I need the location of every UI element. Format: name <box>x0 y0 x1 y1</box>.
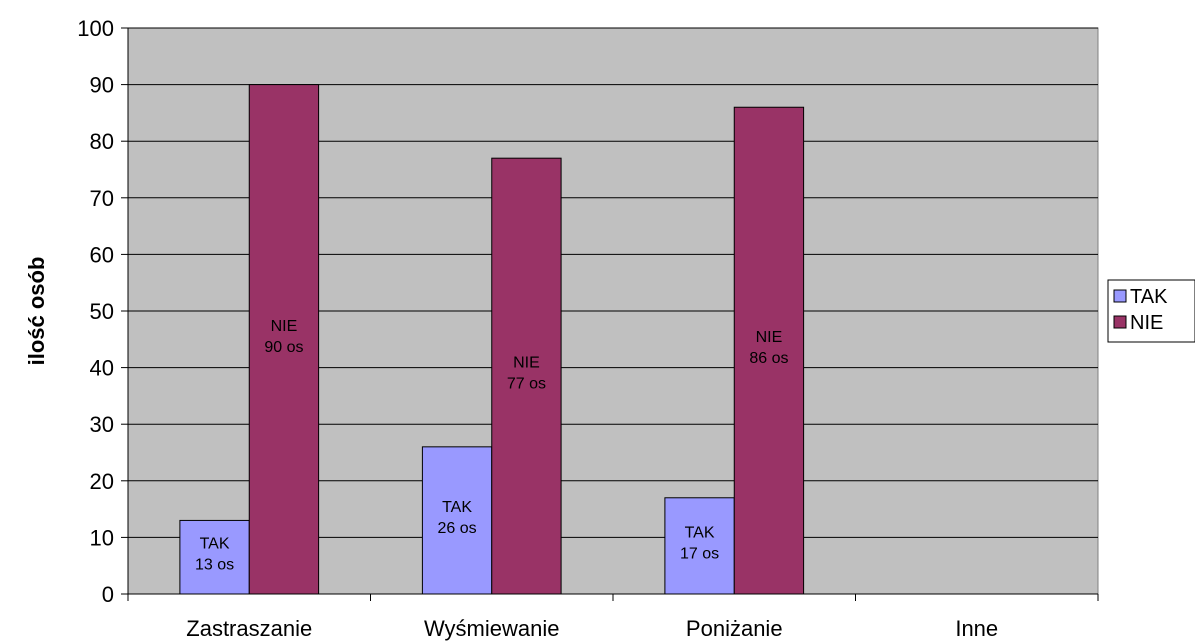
y-axis: 0 10 20 30 40 50 60 70 80 90 100 <box>77 16 129 607</box>
bar-tak <box>179 519 250 595</box>
bar-nie <box>733 106 805 595</box>
legend-swatch-tak <box>1113 289 1127 303</box>
x-category-label: Inne <box>955 616 998 641</box>
y-tick-label: 90 <box>90 73 114 98</box>
y-tick-label: 30 <box>90 412 114 437</box>
y-tick-label: 100 <box>77 16 114 41</box>
legend-swatch-nie <box>1113 315 1127 329</box>
y-axis-title: ilość osób <box>24 257 49 366</box>
y-tick-label: 60 <box>90 242 114 267</box>
bar-data-label: NIE 86 os <box>749 329 788 367</box>
bar-data-label: TAK 13 os <box>195 536 234 574</box>
bar-tak <box>421 446 493 595</box>
legend: TAK NIE <box>1107 279 1195 343</box>
y-tick-label: 0 <box>102 582 114 607</box>
x-category-label: Poniżanie <box>686 616 783 641</box>
bar-data-label: NIE 77 os <box>507 355 546 393</box>
legend-label-tak: TAK <box>1130 286 1168 308</box>
y-tick-label: 20 <box>90 469 114 494</box>
y-tick-label: 70 <box>90 186 114 211</box>
x-category-label: Zastraszanie <box>186 616 312 641</box>
y-tick-label: 40 <box>90 356 114 381</box>
bar-data-label: TAK 26 os <box>438 499 477 537</box>
y-tick-label: 10 <box>90 525 114 550</box>
y-tick-label: 80 <box>90 129 114 154</box>
bar-tak <box>664 497 735 595</box>
x-axis: Zastraszanie Wyśmiewanie Poniżanie Inne <box>127 593 1099 641</box>
bar-data-label: TAK 17 os <box>680 524 719 562</box>
bar-nie <box>491 157 562 595</box>
x-category-label: Wyśmiewanie <box>424 616 560 641</box>
y-tick-label: 50 <box>90 299 114 324</box>
bar-nie <box>248 84 320 595</box>
bars: TAK 13 os TAK 26 os TAK 17 os NIE 90 os NIE 77 os… <box>179 84 805 595</box>
bar-data-label: NIE 90 os <box>264 318 303 356</box>
legend-label-nie: NIE <box>1130 312 1163 334</box>
